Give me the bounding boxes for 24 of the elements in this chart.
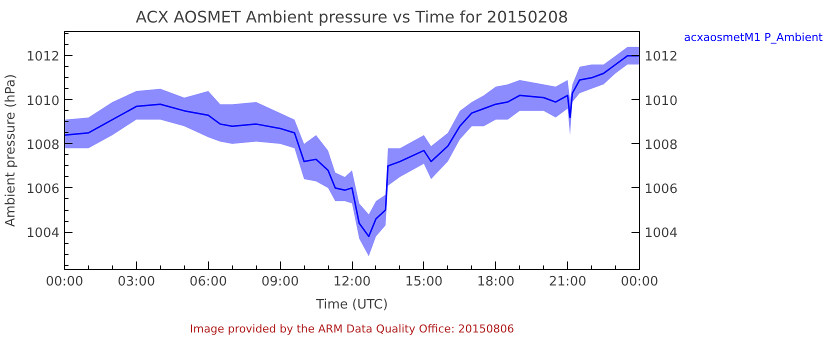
y2-tick-label: 1012 [644,50,678,65]
x-tick-label: 03:00 [118,274,156,290]
y-axis-title: Ambient pressure (hPa) [3,74,18,227]
y-tick-label: 1006 [26,182,60,197]
y2-tick-label: 1008 [644,138,678,153]
x-tick-label: 00:00 [46,274,84,290]
x-tick-label: 09:00 [261,274,299,290]
x-tick-label: 15:00 [405,274,443,290]
x-tick-label: 21:00 [548,274,586,290]
text: acxaosmetM1 P_Ambient [684,30,823,46]
chart-title: ACX AOSMET Ambient pressure vs Time for 20150208 [136,8,568,26]
y2-tick-label: 1006 [644,182,678,197]
y2-tick-label: 1004 [644,226,678,242]
x-axis-title: Time (UTC) [315,298,388,312]
x-tick-label: 12:00 [333,274,371,290]
y2-tick-label: 1010 [644,94,678,109]
y-tick-label: 1012 [26,50,60,65]
x-tick-label: 06:00 [190,274,227,290]
x-tick-label: 00:00 [620,274,658,290]
x-tick-label: 18:00 [477,274,514,290]
y-tick-label: 1008 [26,138,60,153]
y-tick-label: 1010 [26,94,60,109]
text: Image provided by the ARM Data Quality Office: 20150806 [190,322,514,336]
y-tick-label: 1004 [26,226,60,242]
